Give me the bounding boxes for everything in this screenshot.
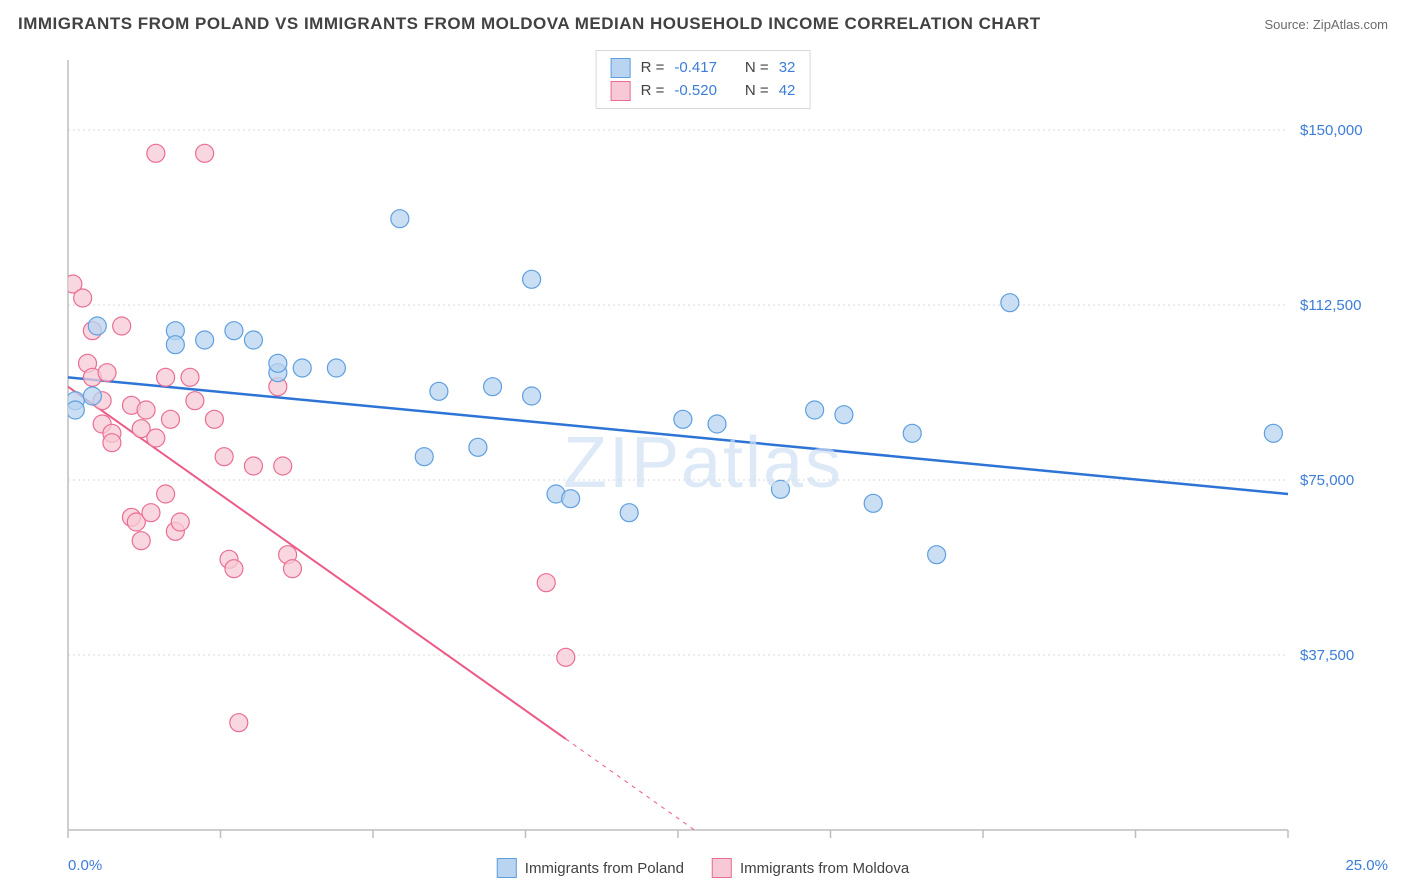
n-label: N = [745,57,769,80]
r-label: R = [641,80,665,103]
legend-series: Immigrants from Poland Immigrants from M… [497,858,909,878]
x-axis-max: 25.0% [1345,857,1388,874]
series-swatch-poland [611,58,631,78]
legend-item-moldova: Immigrants from Moldova [712,858,909,878]
scatter-chart: $37,500 $75,000 $112,500 $150,000 [18,50,1388,870]
svg-text:$150,000: $150,000 [1300,122,1363,139]
source-text: Source: ZipAtlas.com [1264,17,1388,32]
chart-title: IMMIGRANTS FROM POLAND VS IMMIGRANTS FRO… [18,14,1041,34]
series-swatch-poland [497,858,517,878]
svg-text:$75,000: $75,000 [1300,472,1354,489]
r-value-moldova: -0.520 [674,80,717,103]
r-label: R = [641,57,665,80]
legend-stats-row: R = -0.417 N = 32 [611,57,796,80]
svg-text:$112,500: $112,500 [1300,297,1361,314]
n-label: N = [745,80,769,103]
series-name-poland: Immigrants from Poland [525,860,684,877]
legend-stats: R = -0.417 N = 32 R = -0.520 N = 42 [596,50,811,109]
plot-area: Median Household Income $37,500$75,000$1… [18,50,1388,876]
legend-item-poland: Immigrants from Poland [497,858,684,878]
svg-text:$37,500: $37,500 [1300,647,1354,664]
legend-stats-row: R = -0.520 N = 42 [611,80,796,103]
n-value-poland: 32 [779,57,796,80]
series-name-moldova: Immigrants from Moldova [740,860,909,877]
series-swatch-moldova [611,81,631,101]
n-value-moldova: 42 [779,80,796,103]
series-swatch-moldova [712,858,732,878]
x-axis-min: 0.0% [68,857,102,874]
r-value-poland: -0.417 [674,57,717,80]
